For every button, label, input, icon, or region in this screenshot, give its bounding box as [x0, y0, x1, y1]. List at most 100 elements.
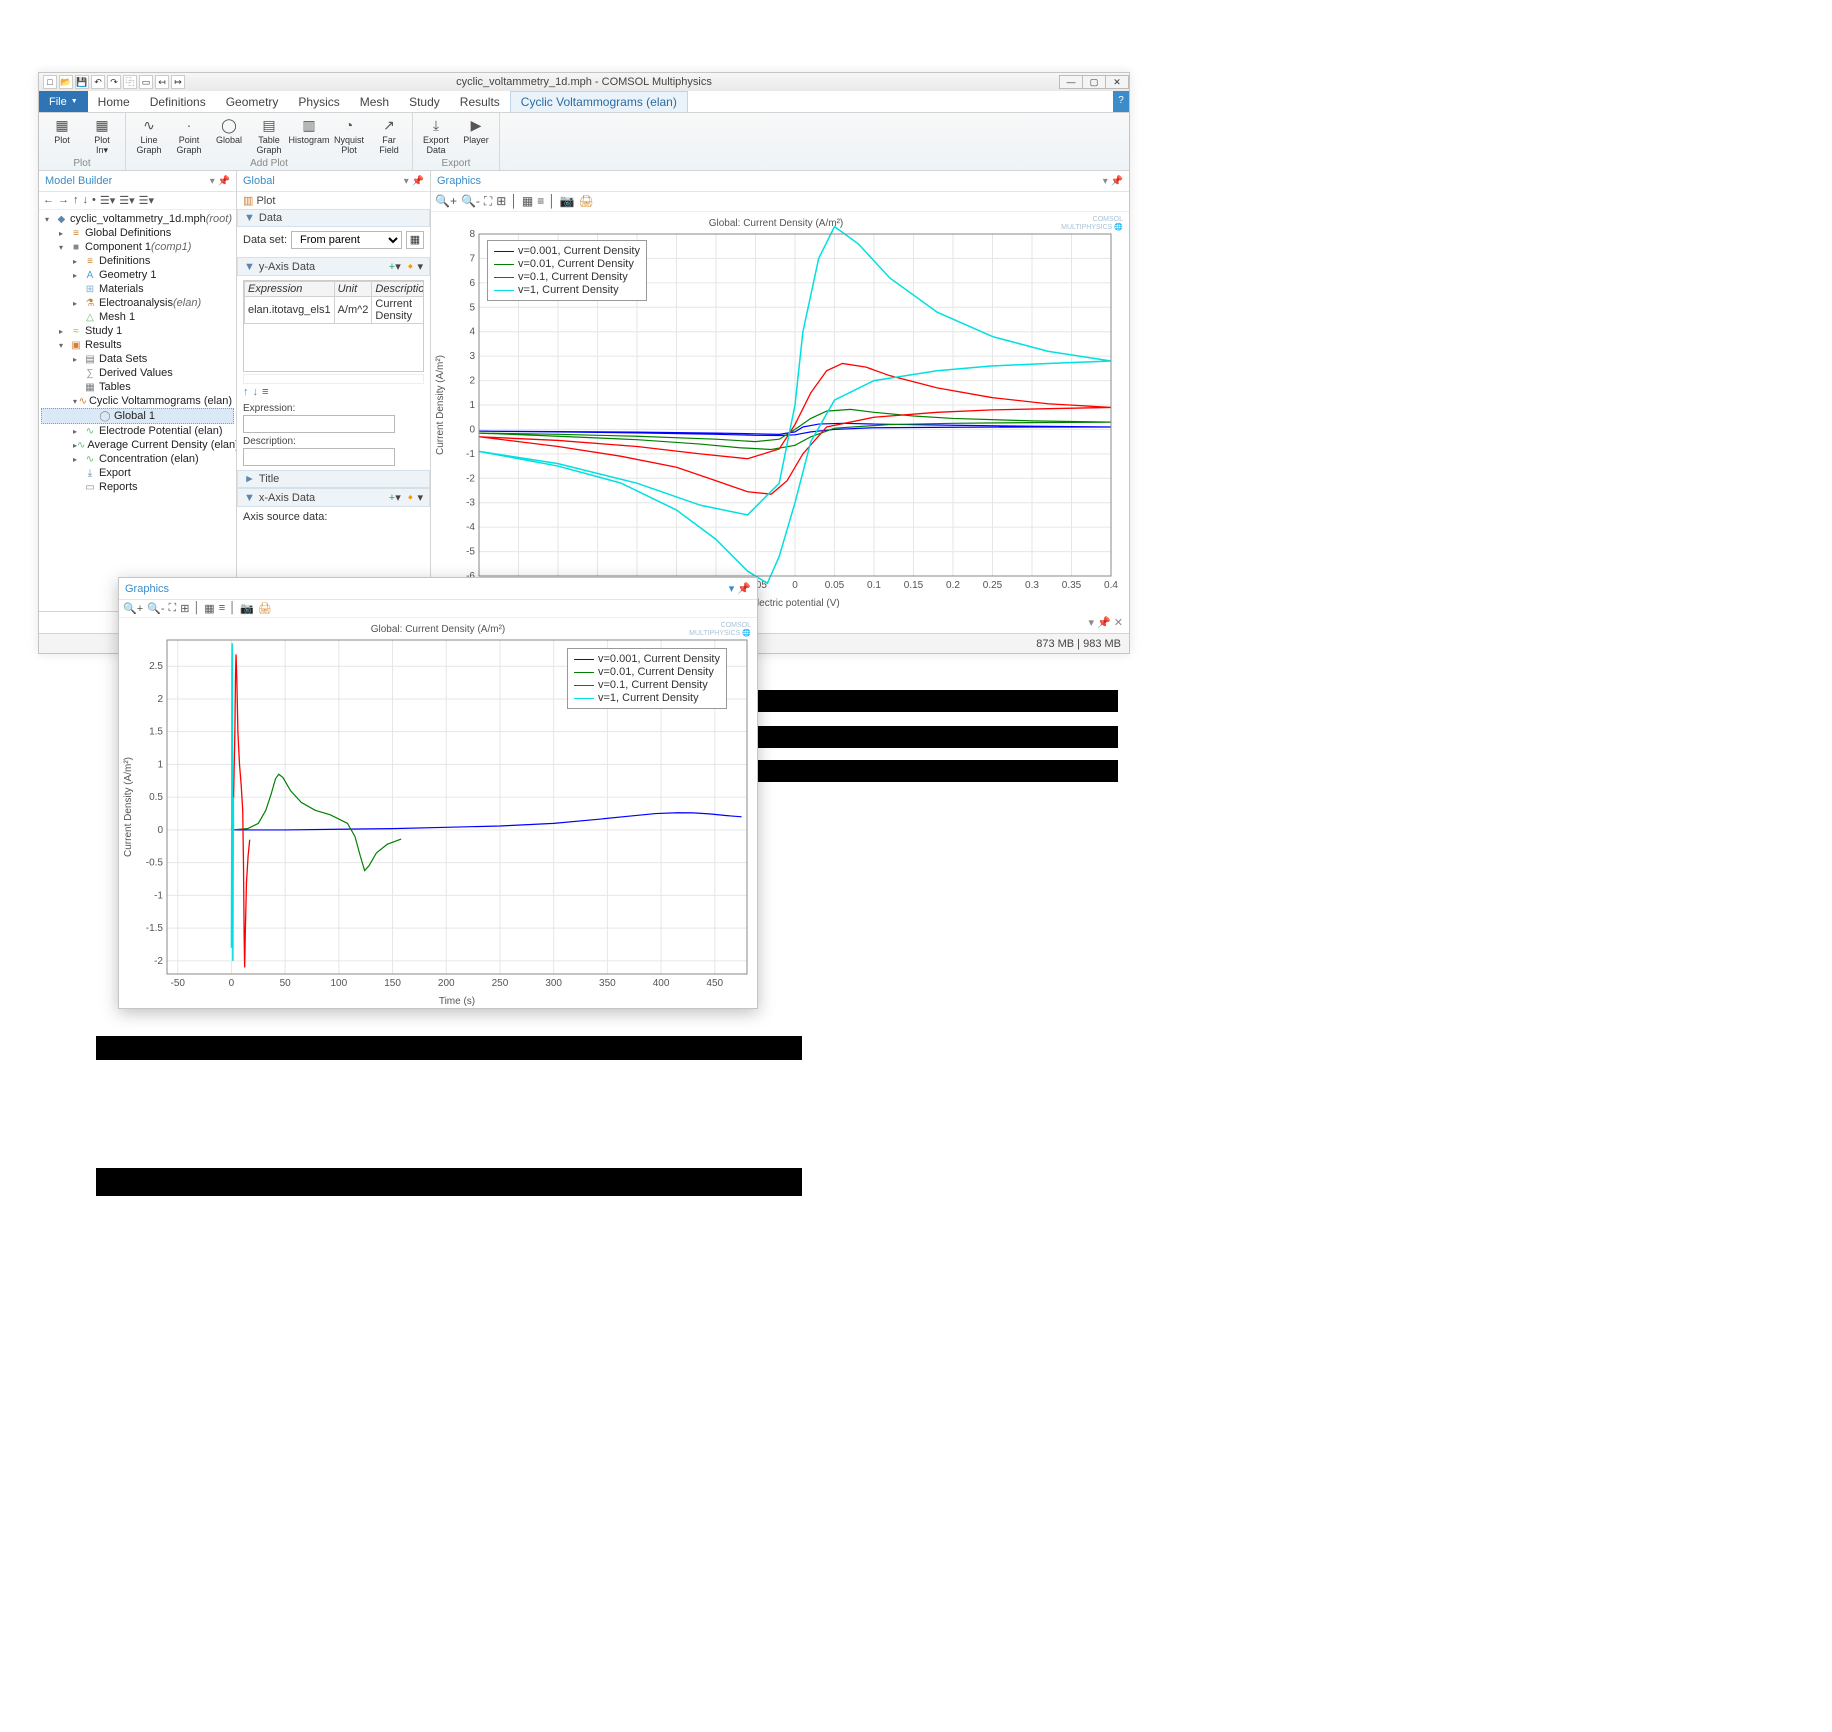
mb-expand-icon[interactable]: ☰▾ [100, 194, 115, 207]
tree-node[interactable]: ▸AGeometry 1 [41, 268, 234, 282]
global-settings-panel: Global▾ 📌 ▥ Plot ▼Data Data set: From pa… [237, 171, 431, 611]
zoomin-icon[interactable]: 🔍+ [123, 602, 143, 615]
zoomextent-icon[interactable]: ⊞ [180, 602, 189, 615]
tree-node[interactable]: ▾∿Cyclic Voltammograms (elan) [41, 394, 234, 408]
xdata-section-header[interactable]: ▼x-Axis Data +▾ 🔸▾ [237, 488, 430, 507]
dataset-goto-icon[interactable]: ▦ [406, 231, 424, 249]
menu-tab-definitions[interactable]: Definitions [140, 91, 216, 112]
tree-node[interactable]: ▸∿Electrode Potential (elan) [41, 424, 234, 438]
mb-up-icon[interactable]: ↑ [73, 194, 79, 207]
ribbon-plot[interactable]: ▦PlotIn▾ [85, 115, 119, 155]
tree-node[interactable]: ▸≡Definitions [41, 254, 234, 268]
description-input[interactable] [243, 448, 395, 466]
workspace: Model Builder▾ 📌 ← → ↑ ↓ • ☰▾ ☰▾ ☰▾ ▾◆cy… [39, 171, 1129, 611]
menu-tab-home[interactable]: Home [88, 91, 140, 112]
panel-pin-icon[interactable]: ▾ 📌 [1103, 176, 1123, 187]
gfx-btn[interactable]: ≡ [219, 602, 225, 615]
zoomout-icon[interactable]: 🔍- [147, 602, 164, 615]
moveup-icon[interactable]: ↑ [243, 386, 249, 398]
tree-node[interactable]: △Mesh 1 [41, 310, 234, 324]
tree-node[interactable]: ▸≈Study 1 [41, 324, 234, 338]
ribbon-nyquist[interactable]: ◔NyquistPlot [332, 115, 366, 155]
dataset-select[interactable]: From parent [291, 231, 402, 249]
tree-node[interactable]: ▦Tables [41, 380, 234, 394]
zoombox-icon[interactable]: ⛶ [168, 602, 176, 615]
panel-pin-icon[interactable]: ▾ 📌 [729, 582, 751, 595]
palette-icon[interactable]: 🔸▾ [404, 261, 423, 273]
palette-icon[interactable]: 🔸▾ [404, 492, 423, 504]
help-button[interactable]: ? [1113, 91, 1129, 112]
global-panel-title: Global [243, 175, 275, 187]
add-icon[interactable]: + [389, 261, 395, 273]
file-menu[interactable]: File [39, 91, 88, 112]
ydata-section-header[interactable]: ▼y-Axis Data +▾ 🔸▾ [237, 257, 430, 276]
gfx-btn[interactable]: ▦ [204, 602, 214, 615]
panel-pin-icon[interactable]: ▾ 📌 ✕ [1088, 616, 1123, 629]
ribbon-histogram[interactable]: ▥Histogram [292, 115, 326, 145]
comsol-logo: COMSOLMULTIPHYSICS 🌐 [1061, 216, 1123, 232]
tree-node[interactable]: ▸▤Data Sets [41, 352, 234, 366]
menu-tab-geometry[interactable]: Geometry [216, 91, 289, 112]
zoomout-icon[interactable]: 🔍- [461, 194, 480, 209]
print-icon[interactable]: 🖨 [258, 602, 272, 615]
zoomin-icon[interactable]: 🔍+ [435, 194, 457, 209]
snapshot-icon[interactable]: 📷 [240, 602, 254, 615]
svg-text:0: 0 [469, 424, 475, 435]
gfx-btn[interactable]: ≡ [537, 194, 544, 209]
tree-node[interactable]: ∑Derived Values [41, 366, 234, 380]
menu-tab-study[interactable]: Study [399, 91, 450, 112]
menu-tab-cyclic-voltammograms-elan-[interactable]: Cyclic Voltammograms (elan) [510, 91, 688, 112]
tree-node[interactable]: ▸∿Average Current Density (elan) [41, 438, 234, 452]
ribbon-plot[interactable]: ▦Plot [45, 115, 79, 145]
svg-text:1.5: 1.5 [149, 727, 163, 738]
tree-node[interactable]: ⊞Materials [41, 282, 234, 296]
panel-pin-icon[interactable]: ▾ 📌 [404, 176, 424, 187]
svg-text:-0.5: -0.5 [146, 858, 164, 869]
mb-collapse-icon[interactable]: ☰▾ [119, 194, 134, 207]
tree-node[interactable]: ▾▣Results [41, 338, 234, 352]
tree-node[interactable]: ▸⚗Electroanalysis (elan) [41, 296, 234, 310]
ribbon-export[interactable]: ⤓ExportData [419, 115, 453, 155]
mb-left-icon[interactable]: ← [43, 194, 54, 207]
title-section-header[interactable]: ▼Title [237, 470, 430, 488]
ribbon-line[interactable]: ∿LineGraph [132, 115, 166, 155]
mb-right-icon[interactable]: → [58, 194, 69, 207]
graphics-panel: Graphics▾ 📌 🔍+ 🔍- ⛶ ⊞ │ ▦ ≡ │ 📷 🖨 -0.4-0… [431, 171, 1129, 611]
zoomextent-icon[interactable]: ⊞ [496, 194, 506, 209]
svg-text:0.35: 0.35 [1062, 580, 1082, 591]
zoombox-icon[interactable]: ⛶ [484, 194, 492, 209]
expression-input[interactable] [243, 415, 395, 433]
mb-down-icon[interactable]: ↓ [83, 194, 89, 207]
model-builder-panel: Model Builder▾ 📌 ← → ↑ ↓ • ☰▾ ☰▾ ☰▾ ▾◆cy… [39, 171, 237, 611]
panel-pin-icon[interactable]: ▾ 📌 [210, 176, 230, 187]
svg-text:1: 1 [469, 400, 475, 411]
svg-text:-50: -50 [171, 978, 186, 989]
table-row[interactable]: elan.itotavg_els1A/m^2Current Density [245, 297, 425, 324]
ribbon-point[interactable]: ·PointGraph [172, 115, 206, 155]
ribbon-global[interactable]: ◯Global [212, 115, 246, 145]
svg-text:50: 50 [280, 978, 292, 989]
menu-tab-physics[interactable]: Physics [288, 91, 349, 112]
tree-node[interactable]: ▾◆cyclic_voltammetry_1d.mph (root) [41, 212, 234, 226]
tree-node[interactable]: ▸∿Concentration (elan) [41, 452, 234, 466]
ydata-table: ExpressionUnitDescription elan.itotavg_e… [244, 281, 424, 324]
menu-tab-results[interactable]: Results [450, 91, 510, 112]
mb-filter-icon[interactable]: ☰▾ [139, 194, 154, 207]
gfx-btn[interactable]: ▦ [522, 194, 533, 209]
tree-node[interactable]: ▭Reports [41, 480, 234, 494]
print-icon[interactable]: 🖨 [579, 194, 594, 209]
tree-node[interactable]: ◯Global 1 [41, 408, 234, 424]
tree-node[interactable]: ⤓Export [41, 466, 234, 480]
ribbon-far[interactable]: ↗FarField [372, 115, 406, 155]
menu-tab-mesh[interactable]: Mesh [350, 91, 399, 112]
tree-node[interactable]: ▸≡Global Definitions [41, 226, 234, 240]
tree-node[interactable]: ▾■Component 1 (comp1) [41, 240, 234, 254]
ribbon-table[interactable]: ▤TableGraph [252, 115, 286, 155]
data-section-header[interactable]: ▼Data [237, 209, 430, 227]
chart2-legend: v=0.001, Current Densityv=0.01, Current … [567, 648, 727, 709]
ribbon-player[interactable]: ▶Player [459, 115, 493, 145]
snapshot-icon[interactable]: 📷 [560, 194, 575, 209]
add-icon[interactable]: + [389, 492, 395, 504]
list-icon[interactable]: ≡ [262, 386, 268, 398]
movedown-icon[interactable]: ↓ [253, 386, 259, 398]
